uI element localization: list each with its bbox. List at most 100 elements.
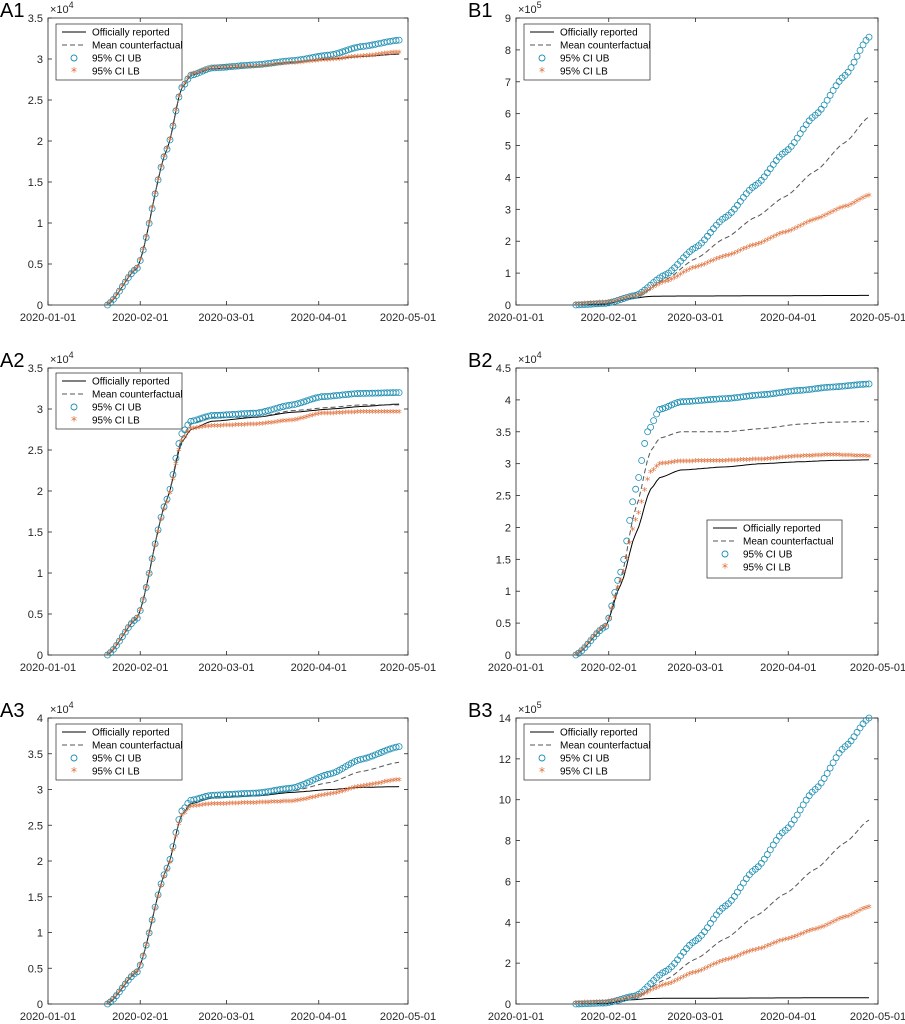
marker-ci-lb: * [824, 450, 830, 463]
marker-ci-lb: * [289, 58, 295, 71]
marker-ci-lb: * [582, 642, 588, 655]
marker-ci-lb: * [720, 456, 726, 469]
marker-ci-lb: * [732, 248, 738, 261]
marker-ci-lb: * [696, 456, 702, 469]
marker-ci-lb: * [298, 57, 304, 70]
marker-ci-lb: * [126, 622, 132, 635]
marker-ci-lb: * [325, 55, 331, 68]
marker-ci-lb: * [381, 407, 387, 420]
marker-ci-lb: * [711, 255, 717, 268]
legend-box [706, 519, 843, 579]
x-tick-label: 2020-01-01 [488, 312, 544, 324]
marker-ci-ub [386, 745, 394, 753]
x-tick-label: 2020-03-01 [667, 662, 723, 674]
marker-ci-lb: * [152, 540, 158, 553]
legend-label: Officially reported [560, 28, 638, 39]
marker-ci-lb: * [750, 241, 756, 254]
legend-label: Mean counterfactual [560, 741, 651, 752]
marker-ci-lb: * [114, 990, 120, 1003]
marker-ci-ub [142, 584, 150, 591]
marker-ci-lb: * [651, 282, 657, 295]
marker-ci-ub [196, 794, 204, 802]
marker-ci-ub [181, 80, 189, 88]
marker-ci-lb: * [759, 943, 765, 956]
marker-ci-lb: * [375, 778, 381, 791]
x-tick-label: 2020-04-01 [291, 1011, 347, 1023]
marker-ci-lb: * [105, 649, 111, 662]
marker-ci-lb: * [735, 247, 741, 260]
marker-ci-lb: * [762, 237, 768, 250]
marker-ci-lb: * [788, 933, 794, 946]
marker-ci-ub [157, 880, 165, 888]
marker-ci-ub [166, 485, 174, 493]
marker-ci-lb: * [771, 232, 777, 245]
marker-ci-ub [650, 417, 658, 425]
marker-ci-lb: * [675, 457, 681, 470]
marker-ci-lb: * [158, 515, 164, 528]
marker-ci-lb: * [179, 436, 185, 449]
marker-ci-ub [136, 607, 144, 614]
marker-ci-lb: * [762, 454, 768, 467]
marker-ci-lb: * [277, 417, 283, 430]
marker-ci-lb: * [783, 227, 789, 240]
marker-ci-ub [620, 295, 628, 302]
marker-ci-lb: * [146, 217, 152, 230]
marker-ci-lb: * [824, 920, 830, 933]
marker-ci-lb: * [123, 978, 129, 991]
marker-ci-lb: * [666, 979, 672, 992]
marker-ci-ub [638, 457, 646, 464]
marker-ci-lb: * [105, 998, 111, 1011]
marker-ci-lb: * [135, 966, 141, 979]
marker-ci-lb: * [230, 62, 236, 75]
marker-ci-lb: * [851, 451, 857, 464]
marker-ci-lb: * [188, 424, 194, 437]
marker-ci-lb: * [672, 273, 678, 286]
marker-ci-lb: * [714, 456, 720, 469]
marker-ci-lb: * [863, 903, 869, 916]
marker-ci-lb: * [836, 450, 842, 463]
marker-ci-lb: * [708, 456, 714, 469]
marker-ci-lb: * [108, 647, 114, 660]
marker-ci-lb: * [741, 455, 747, 468]
marker-ci-lb: * [657, 279, 663, 292]
y-tick-label: 8 [505, 836, 511, 848]
marker-ci-lb: * [851, 198, 857, 211]
marker-ci-ub [181, 426, 189, 434]
marker-ci-lb: * [224, 62, 230, 75]
marker-ci-lb: * [108, 996, 114, 1009]
legend-label: 95% CI LB [92, 767, 140, 778]
y-tick-label: 1 [505, 586, 511, 598]
marker-ci-lb: * [331, 408, 337, 421]
y-tick-label: 3 [37, 785, 43, 797]
marker-ci-lb: * [756, 455, 762, 468]
marker-ci-lb: * [806, 216, 812, 229]
marker-ci-ub [853, 52, 861, 60]
marker-ci-lb: * [732, 952, 738, 965]
marker-ci-lb: * [765, 941, 771, 954]
marker-ci-lb: * [140, 951, 146, 964]
marker-ci-lb: * [236, 420, 242, 433]
marker-ci-lb: * [765, 235, 771, 248]
marker-ci-ub [145, 929, 153, 937]
x-tick-label: 2020-03-01 [198, 1011, 254, 1023]
marker-ci-ub [799, 801, 807, 809]
marker-ci-lb: * [711, 960, 717, 973]
marker-ci-lb: * [301, 57, 307, 70]
marker-ci-lb: * [723, 251, 729, 264]
marker-ci-ub [641, 440, 649, 447]
marker-ci-lb: * [295, 58, 301, 71]
y-tick-label: 0.5 [28, 609, 43, 621]
marker-ci-lb: * [304, 794, 310, 807]
marker-ci-lb: * [642, 989, 648, 1002]
marker-ci-lb: * [355, 407, 361, 420]
marker-ci-lb: * [129, 268, 135, 281]
marker-ci-lb: * [358, 781, 364, 794]
marker-ci-lb: * [120, 281, 126, 294]
marker-ci-lb: * [744, 243, 750, 256]
marker-ci-lb: * [352, 52, 358, 65]
marker-ci-lb: * [283, 797, 289, 810]
marker-ci-ub [157, 163, 165, 171]
marker-ci-lb: * [307, 793, 313, 806]
marker-ci-lb: * [140, 244, 146, 257]
marker-ci-ub [668, 401, 675, 409]
